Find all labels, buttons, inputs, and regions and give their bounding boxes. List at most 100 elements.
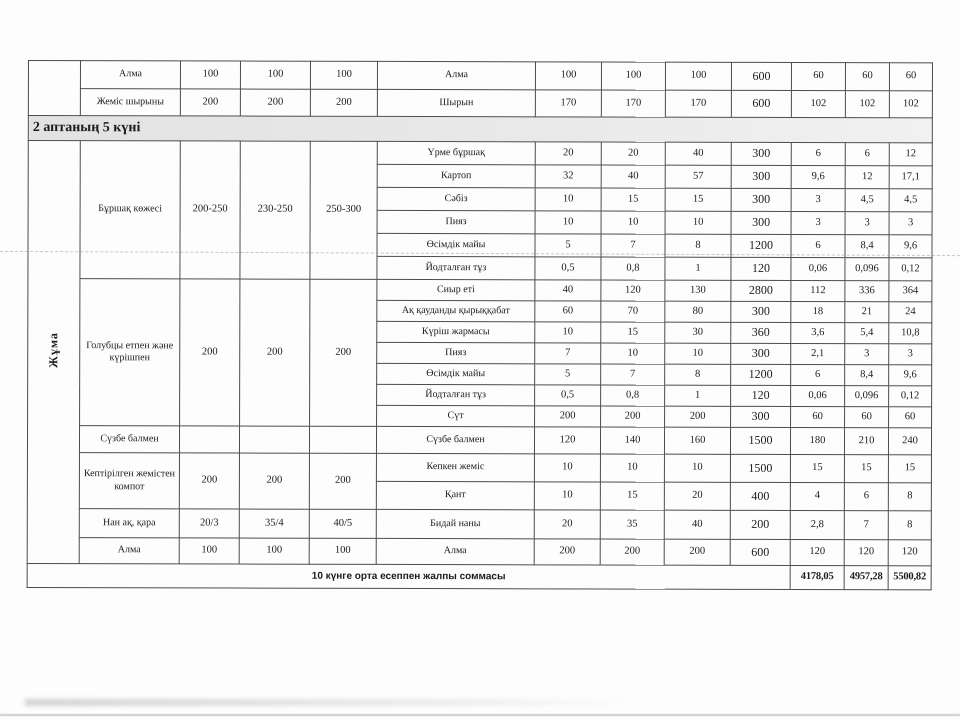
qty-cell: 100 [601,62,666,91]
cost-cell: 364 [888,280,932,302]
cost-cell: 0,096 [844,385,889,407]
cost-cell: 24 [888,301,932,323]
total-cell: 5500,82 [888,565,932,590]
cost-cell: 0,12 [888,385,932,407]
dish-cell: Бұршақ көжесі [79,140,181,279]
qty-cell: 8 [664,364,731,386]
qty-cell: 100 [665,62,732,91]
ingredient-cell: Қант [376,481,535,510]
cost-cell: 3 [791,211,846,235]
qty-cell: 40 [534,279,601,302]
cost-cell: 15 [790,454,845,483]
price-cell: 300 [730,406,791,428]
table-row: Алма 100 100 100 Алма 100 100 100 600 60 60 60 [28,60,933,116]
price-cell: 2800 [730,280,791,302]
portion-cell: 250-300 [309,141,378,280]
portion-cell: 35/4 [239,509,310,539]
cost-cell: 9,6 [791,165,846,189]
ingredient-cell: Сүзбе балмен [376,426,535,454]
cost-cell: 102 [845,90,890,118]
portion-cell: 40/5 [309,509,377,539]
cost-cell: 102 [791,90,846,118]
portion-cell: 200-250 [179,140,241,280]
price-cell: 600 [730,539,791,566]
dish-cell: Жеміс шырыны [80,88,181,116]
table-row: Кептірілген жемістен компот 200 200 200 Кепк… [27,452,932,510]
cost-cell: 6 [790,364,845,386]
cost-cell: 8,4 [844,364,889,386]
ingredient-cell: Йодталған тұз [376,256,535,280]
qty-cell: 80 [664,301,731,323]
qty-cell: 200 [664,406,731,428]
qty-cell: 170 [601,90,666,118]
day-label: Жұма [45,332,60,369]
cost-cell: 4 [790,482,845,511]
ingredient-cell: Сиыр еті [376,279,535,301]
footer-label: 10 күнге орта есеппен жалпы соммасы [27,563,791,590]
cost-cell: 60 [844,406,889,428]
cost-cell: 3 [791,188,846,212]
qty-cell: 1 [664,385,731,407]
qty-cell: 0,5 [534,384,601,407]
scan-smudge [25,699,635,706]
qty-cell: 170 [535,89,602,118]
ingredient-cell: Пияз [376,342,535,364]
ingredient-cell: Ақ қауданды қырыққабат [376,300,535,322]
cost-cell: 12 [889,142,933,166]
cost-cell: 120 [888,539,932,566]
qty-cell: 120 [600,280,665,302]
cost-cell: 0,06 [790,385,845,407]
ingredient-cell: Сүт [376,405,535,427]
qty-cell: 35 [600,509,665,540]
dish-cell: Кептірілген жемістен компот [79,452,180,509]
cost-cell: 240 [888,427,932,455]
qty-cell: 200 [534,405,601,428]
portion-cell [309,426,377,454]
qty-cell: 5 [534,363,601,386]
qty-cell: 10 [534,453,601,482]
cost-cell: 3 [889,211,933,235]
ingredient-cell: Сәбіз [377,187,536,211]
table-row: Сүзбе балмен Сүзбе балмен 120 140 160 1500 180… [27,425,932,455]
cost-cell: 102 [889,90,933,118]
table-row: Голубцы етпен және күрішпен 200 200 200 Сиыр… [28,278,932,427]
portion-cell: 200 [240,89,311,117]
qty-cell: 15 [601,188,666,212]
cost-cell: 12 [845,165,890,189]
qty-cell: 0,8 [600,385,665,407]
qty-cell: 20 [535,141,602,166]
cost-cell: 60 [845,62,890,91]
qty-cell: 10 [664,343,731,365]
cost-cell: 3 [845,211,890,235]
portion-cell: 200 [239,279,310,427]
qty-cell: 15 [665,188,732,212]
qty-cell: 10 [600,454,665,483]
portion-cell: 100 [239,538,310,565]
scan-edge-line [0,714,960,716]
cost-cell: 15 [888,454,932,483]
qty-cell: 20 [534,509,601,539]
cost-cell: 112 [790,280,845,302]
ingredient-cell: Алма [377,61,536,90]
cost-cell: 60 [791,62,846,91]
ingredient-cell: Үрме бұршақ [377,141,536,165]
cost-cell: 17,1 [889,165,933,189]
qty-cell: 200 [600,406,665,428]
day-label-cell: Жұма [27,140,81,564]
price-cell: 600 [731,90,792,118]
cost-cell: 180 [790,427,845,455]
table-row: 2 аптаның 5 күні [28,115,933,143]
qty-cell: 200 [664,539,731,566]
cost-cell: 6 [791,142,846,166]
qty-cell: 20 [601,142,666,166]
ingredient-cell: Йодталған тұз [376,384,535,406]
cost-cell: 60 [888,406,932,428]
portion-cell: 100 [240,61,311,90]
qty-cell: 130 [664,280,731,302]
ingredient-cell: Бидай наны [376,509,535,539]
cost-cell: 336 [844,280,889,302]
qty-cell: 7 [600,364,665,386]
table-row: Алма 100 100 100 Алма 200 200 200 600 120 120 120 [27,537,932,566]
cost-cell: 4,5 [889,188,933,212]
qty-cell: 15 [600,481,665,511]
